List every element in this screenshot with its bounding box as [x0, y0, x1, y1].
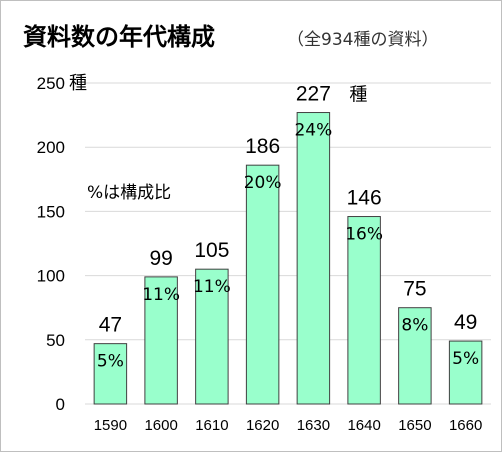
y-axis-ticks: 0 50 100 150 200 250 種	[37, 73, 87, 414]
value-label: 186	[245, 135, 280, 158]
x-tick-label: 1620	[246, 417, 279, 434]
bar	[448, 340, 483, 405]
percent-label: 20%	[244, 173, 282, 193]
data-labels: 47 5% 99 11% 105 11% 186 20% 227 種 24% 146 16% 75 8% 49…	[97, 83, 479, 372]
y-tick-label: 50	[46, 331, 65, 350]
value-label: 105	[194, 239, 229, 262]
bar	[296, 112, 331, 405]
y-unit-label: 種	[69, 73, 87, 94]
x-tick-label: 1660	[449, 417, 482, 434]
x-tick-label: 1600	[144, 417, 177, 434]
percent-note: %は構成比	[87, 183, 171, 203]
value-label: 47	[99, 314, 122, 337]
bar	[144, 276, 178, 405]
percent-label: 5%	[97, 352, 124, 372]
percent-label: 5%	[452, 349, 479, 369]
x-tick-label: 1610	[195, 417, 228, 434]
x-tick-label: 1640	[347, 417, 380, 434]
value-unit-label: 種	[349, 85, 367, 106]
percent-label: 24%	[294, 121, 332, 141]
value-label: 49	[454, 311, 477, 334]
bar	[195, 268, 229, 405]
y-tick-label: 100	[37, 267, 65, 286]
x-axis-ticks: 1590 1600 1610 1620 1630 1640 1650 1660	[94, 417, 483, 434]
bar	[398, 307, 432, 405]
bar	[245, 164, 280, 405]
x-tick-label: 1630	[297, 417, 330, 434]
y-tick-label: 250	[37, 74, 65, 93]
percent-label: 16%	[345, 225, 383, 245]
bars	[93, 112, 483, 405]
y-tick-label: 0	[56, 395, 65, 414]
value-label: 227	[296, 83, 331, 106]
percent-label: 11%	[193, 277, 231, 297]
percent-label: 11%	[142, 285, 180, 305]
x-tick-label: 1650	[398, 417, 431, 434]
bar	[93, 343, 128, 405]
bar	[347, 216, 381, 405]
y-tick-label: 150	[37, 202, 65, 221]
y-tick-label: 200	[37, 138, 65, 157]
value-label: 99	[149, 247, 172, 270]
percent-label: 8%	[401, 316, 428, 336]
value-label: 75	[403, 278, 426, 301]
x-tick-label: 1590	[94, 417, 127, 434]
value-label: 146	[347, 187, 382, 210]
chart-subtitle: （全934種の資料）	[287, 30, 438, 50]
chart-title: 資料数の年代構成	[23, 23, 215, 51]
